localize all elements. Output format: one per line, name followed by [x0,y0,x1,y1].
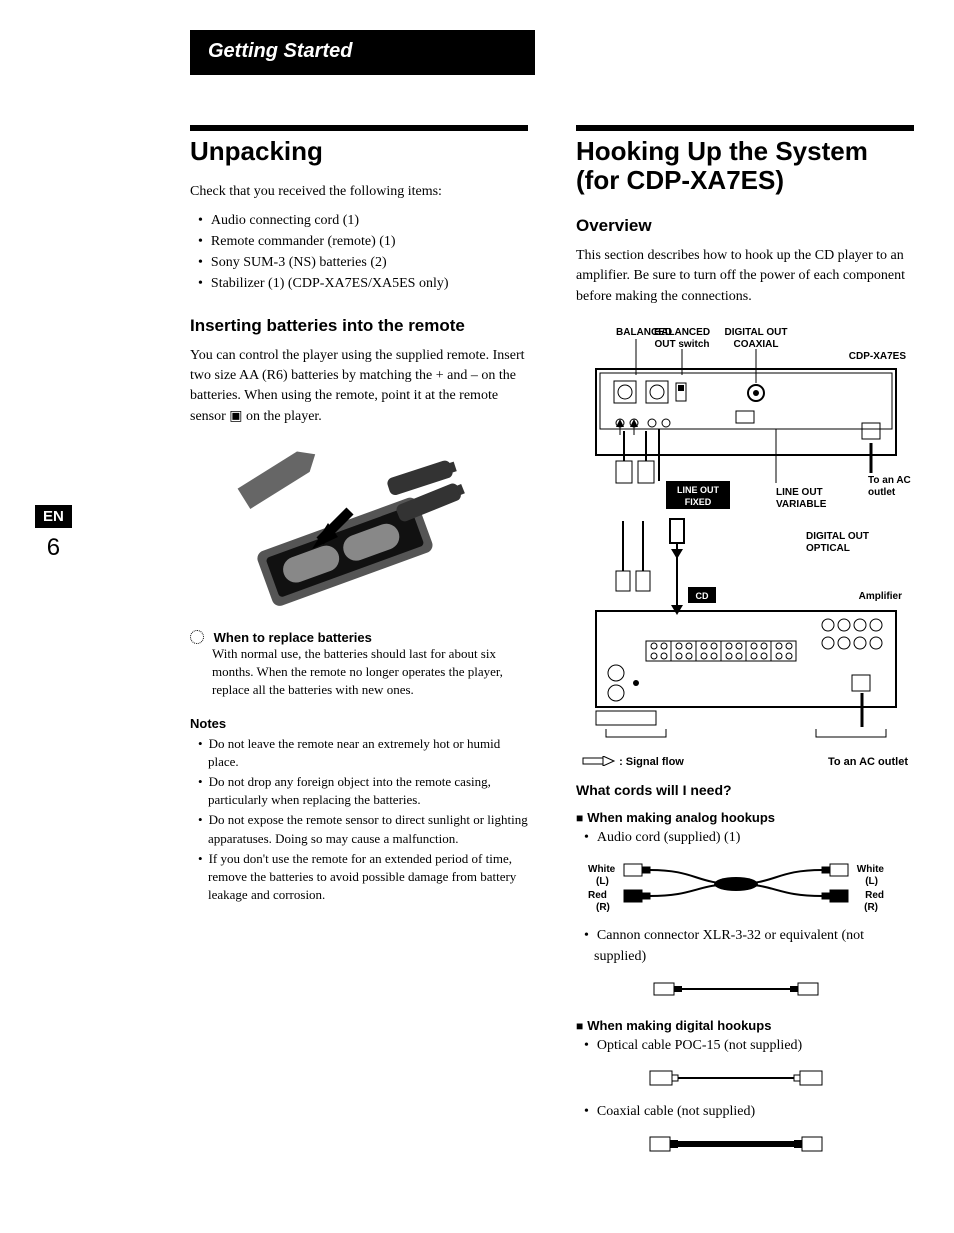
two-column-layout: Unpacking Check that you received the fo… [190,125,914,1167]
digital-head: When making digital hookups [576,1018,914,1033]
audio-cord-figure: White (L) Red (R) White (L) Red (R) [576,858,914,919]
svg-text:White: White [857,864,885,875]
tip-block: When to replace batteries With normal us… [190,630,528,700]
to-ac-outlet-2: To an AC outlet [828,756,908,768]
overview-head: Overview [576,216,914,236]
hookup-title-l1: Hooking Up the System [576,136,868,166]
batteries-subhead: Inserting batteries into the remote [190,316,528,336]
list-item: If you don't use the remote for an exten… [208,850,528,905]
page-tab: EN 6 [35,505,72,562]
unpacking-title: Unpacking [190,137,528,166]
notes-head: Notes [190,716,528,731]
list-item: Do not expose the remote sensor to direc… [208,811,528,847]
svg-text:Red: Red [865,890,884,901]
svg-text:LINE OUT: LINE OUT [776,487,823,498]
hookup-title: Hooking Up the System (for CDP-XA7ES) [576,137,914,194]
signal-flow-row: : Signal flow To an AC outlet [582,756,908,768]
hookup-title-l2: (for CDP-XA7ES) [576,165,784,195]
lbl-model: CDP-XA7ES [849,351,907,362]
signal-flow-text: : Signal flow [619,756,684,768]
remote-figure [220,441,528,616]
svg-text:BALANCED: BALANCED [654,327,710,338]
svg-text:VARIABLE: VARIABLE [776,499,827,510]
rule [190,125,528,131]
svg-text:outlet: outlet [868,487,896,498]
section-header: Getting Started [190,30,535,75]
left-column: Unpacking Check that you received the fo… [190,125,528,1167]
digital-list2: Coaxial cable (not supplied) [576,1101,914,1122]
lbl-amp: Amplifier [859,591,902,602]
signal-flow-key: : Signal flow [582,756,684,768]
remote-svg [220,441,480,611]
svg-text:DIGITAL OUT: DIGITAL OUT [725,327,788,338]
svg-text:(L): (L) [596,876,609,887]
batteries-text: You can control the player using the sup… [190,346,528,427]
svg-text:DIGITAL OUT: DIGITAL OUT [806,531,869,542]
page-number: 6 [35,534,72,562]
svg-text:FIXED: FIXED [685,497,712,507]
right-column: Hooking Up the System (for CDP-XA7ES) Ov… [576,125,914,1167]
svg-text:OUT switch: OUT switch [654,339,709,350]
svg-text:(R): (R) [596,902,610,913]
svg-text:(L): (L) [865,876,878,887]
list-item: Audio connecting cord (1) [208,210,528,231]
list-item: Optical cable POC-15 (not supplied) [594,1035,914,1056]
list-item: Sony SUM-3 (NS) batteries (2) [208,252,528,273]
svg-text:COAXIAL: COAXIAL [734,339,779,350]
svg-text:OPTICAL: OPTICAL [806,543,850,554]
analog-list2: Cannon connector XLR-3-32 or equivalent … [576,925,914,967]
list-item: Stabilizer (1) (CDP-XA7ES/XA5ES only) [208,273,528,294]
rule [576,125,914,131]
list-item: Audio cord (supplied) (1) [594,827,914,848]
xlr-figure [576,977,914,1006]
page: EN 6 Getting Started Unpacking Check tha… [0,0,954,1207]
list-item: Cannon connector XLR-3-32 or equivalent … [594,925,914,967]
svg-text:Red: Red [588,890,607,901]
notes-list: Do not leave the remote near an extremel… [190,735,528,905]
list-item: Remote commander (remote) (1) [208,231,528,252]
lang-badge: EN [35,505,72,528]
optical-figure [576,1066,914,1095]
svg-text:(R): (R) [864,902,878,913]
hookup-figure: BALANCED BALANCED OUT switch DIGITAL OUT… [576,323,914,748]
tip-head: When to replace batteries [190,630,528,645]
hookup-svg: BALANCED BALANCED OUT switch DIGITAL OUT… [576,323,916,743]
list-item: Do not drop any foreign object into the … [208,773,528,809]
analog-list: Audio cord (supplied) (1) [576,827,914,848]
analog-head: When making analog hookups [576,810,914,825]
unpacking-list: Audio connecting cord (1) Remote command… [190,210,528,294]
coax-figure [576,1132,914,1161]
digital-list: Optical cable POC-15 (not supplied) [576,1035,914,1056]
tip-body: With normal use, the batteries should la… [212,645,528,700]
svg-text:LINE OUT: LINE OUT [677,485,720,495]
svg-text:White: White [588,864,616,875]
tip-head-text: When to replace batteries [214,630,372,645]
unpacking-intro: Check that you received the following it… [190,182,528,202]
signal-arrow-icon [582,756,616,766]
tip-icon [190,630,204,644]
overview-text: This section describes how to hook up th… [576,246,914,307]
cords-head: What cords will I need? [576,782,914,798]
lbl-cd: CD [696,591,709,601]
list-item: Coaxial cable (not supplied) [594,1101,914,1122]
svg-text:To an AC: To an AC [868,475,911,486]
list-item: Do not leave the remote near an extremel… [208,735,528,771]
